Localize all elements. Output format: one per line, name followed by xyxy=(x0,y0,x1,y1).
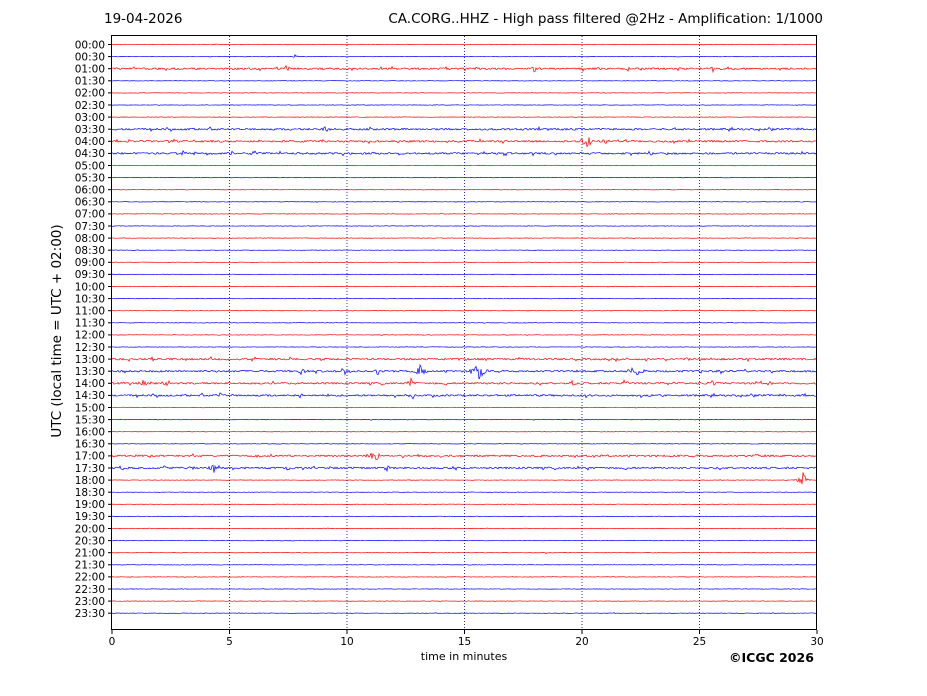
y-tick-label: 17:00 xyxy=(75,451,105,463)
y-tick-label: 16:30 xyxy=(75,439,105,451)
trace-row-1630 xyxy=(111,443,818,445)
y-tick-label: 12:00 xyxy=(75,330,105,342)
trace-row-0800 xyxy=(111,237,818,240)
x-tick-label: 25 xyxy=(693,636,706,648)
y-tick-label: 19:30 xyxy=(75,511,105,523)
plot-frame xyxy=(111,35,817,630)
trace-row-0730 xyxy=(111,225,818,227)
trace-row-1000 xyxy=(111,285,818,288)
y-tick-label: 21:00 xyxy=(75,548,105,560)
y-tick-label: 08:00 xyxy=(75,233,105,245)
y-tick-label: 00:30 xyxy=(75,51,105,63)
x-tick-label: 5 xyxy=(226,636,233,648)
y-tick-label: 03:30 xyxy=(75,124,105,136)
y-tick-label: 07:00 xyxy=(75,209,105,221)
trace-row-1300 xyxy=(111,356,818,363)
x-tick-label: 10 xyxy=(340,636,353,648)
y-tick-label: 13:30 xyxy=(75,366,105,378)
y-tick-label: 22:00 xyxy=(75,572,105,584)
y-tick-label: 05:30 xyxy=(75,172,105,184)
trace-row-1530 xyxy=(111,418,818,421)
y-tick-label: 07:30 xyxy=(75,221,105,233)
y-tick-label: 23:00 xyxy=(75,596,105,608)
trace-row-0100 xyxy=(111,64,818,74)
trace-row-0000 xyxy=(111,43,818,46)
y-tick-label: 05:00 xyxy=(75,160,105,172)
y-tick-label: 11:00 xyxy=(75,306,105,318)
trace-row-1100 xyxy=(111,309,818,312)
trace-row-0830 xyxy=(111,249,818,252)
y-tick-label: 01:30 xyxy=(75,76,105,88)
x-tick-label: 20 xyxy=(575,636,588,648)
x-tick-label: 0 xyxy=(109,636,116,648)
y-tick-label: 12:30 xyxy=(75,342,105,354)
y-tick-label: 22:30 xyxy=(75,584,105,596)
copyright-text: ©ICGC 2026 xyxy=(729,650,814,665)
y-tick-layer: 00:0000:3001:0001:3002:0002:3003:0003:30… xyxy=(75,39,112,620)
trace-row-0930 xyxy=(111,273,818,276)
trace-row-1030 xyxy=(111,297,818,300)
trace-row-1430 xyxy=(111,392,818,400)
trace-row-2330 xyxy=(111,612,818,614)
y-tick-label: 03:00 xyxy=(75,112,105,124)
x-tick-layer: 0 5 10 15 20 25 30 xyxy=(109,630,824,648)
y-tick-label: 06:00 xyxy=(75,185,105,197)
trace-row-0030 xyxy=(111,54,818,58)
trace-row-1230 xyxy=(111,346,818,348)
y-tick-label: 18:30 xyxy=(75,487,105,499)
y-tick-label: 14:30 xyxy=(75,390,105,402)
y-tick-label: 11:30 xyxy=(75,318,105,330)
trace-row-1400 xyxy=(111,377,818,387)
chart-title: CA.CORG..HHZ - High pass filtered @2Hz -… xyxy=(388,11,823,27)
y-tick-label: 21:30 xyxy=(75,560,105,572)
chart-date: 19-04-2026 xyxy=(104,11,183,27)
y-tick-label: 10:00 xyxy=(75,281,105,293)
y-tick-label: 17:30 xyxy=(75,463,105,475)
y-tick-label: 06:30 xyxy=(75,197,105,209)
x-tick-label: 15 xyxy=(458,636,471,648)
y-tick-label: 04:00 xyxy=(75,136,105,148)
y-tick-label: 15:00 xyxy=(75,402,105,414)
y-tick-label: 02:00 xyxy=(75,88,105,100)
y-tick-label: 00:00 xyxy=(75,39,105,51)
trace-row-1700 xyxy=(111,452,818,461)
y-tick-label: 23:30 xyxy=(75,608,105,620)
y-tick-label: 09:00 xyxy=(75,257,105,269)
trace-row-1130 xyxy=(111,322,818,324)
y-tick-label: 13:00 xyxy=(75,354,105,366)
y-tick-label: 04:30 xyxy=(75,148,105,160)
y-tick-label: 19:00 xyxy=(75,499,105,511)
x-axis-label: time in minutes xyxy=(420,650,508,663)
trace-row-1200 xyxy=(111,334,818,336)
trace-row-1500 xyxy=(111,406,818,409)
y-tick-label: 10:30 xyxy=(75,293,105,305)
trace-row-0900 xyxy=(111,261,818,264)
y-tick-label: 09:30 xyxy=(75,269,105,281)
y-tick-label: 02:30 xyxy=(75,100,105,112)
y-axis-label: UTC (local time = UTC + 02:00) xyxy=(49,224,65,438)
trace-row-1600 xyxy=(111,430,818,433)
y-tick-label: 01:00 xyxy=(75,64,105,76)
y-tick-label: 15:30 xyxy=(75,414,105,426)
trace-row-0130 xyxy=(111,79,818,82)
trace-row-0200 xyxy=(111,92,818,94)
y-tick-label: 08:30 xyxy=(75,245,105,257)
y-tick-label: 16:00 xyxy=(75,427,105,439)
grid-layer xyxy=(229,36,700,630)
y-tick-label: 20:30 xyxy=(75,535,105,547)
x-tick-label: 30 xyxy=(810,636,823,648)
trace-row-1330 xyxy=(111,363,818,380)
y-tick-label: 18:00 xyxy=(75,475,105,487)
y-tick-label: 20:00 xyxy=(75,523,105,535)
y-tick-label: 14:00 xyxy=(75,378,105,390)
